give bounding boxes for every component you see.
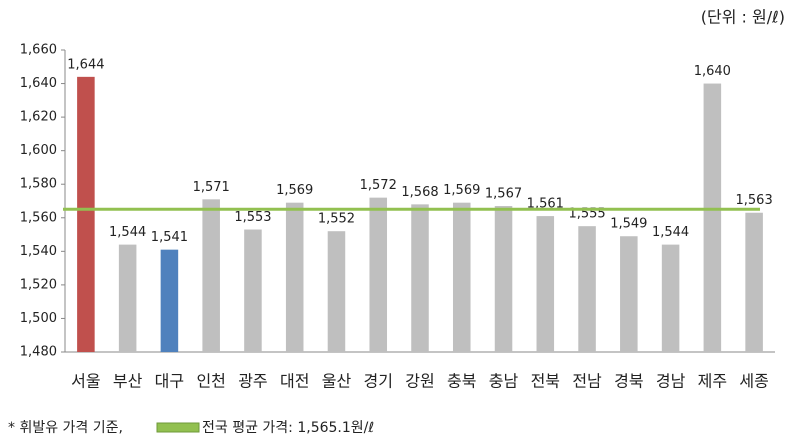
bar [703,83,722,353]
bar [118,244,137,352]
bar [327,231,346,352]
x-tick-label: 충북 [447,372,476,391]
bar [285,202,304,352]
bar [160,249,179,352]
legend-label: 전국 평균 가격: 1,565.1원/ℓ [202,420,374,436]
x-tick-label: 울산 [322,372,352,391]
unit-label: (단위 : 원/ℓ) [701,8,785,27]
y-tick-label: 1,620 [20,110,57,125]
value-label: 1,567 [485,187,522,202]
x-tick-label: 전남 [572,372,602,391]
value-label: 1,553 [234,210,271,225]
value-label: 1,644 [67,57,104,72]
x-tick-label: 광주 [238,372,267,391]
y-tick-label: 1,580 [20,177,57,192]
x-tick-label: 경기 [364,372,393,391]
y-tick-label: 1,520 [20,277,57,292]
bar [411,204,429,352]
legend-swatch [156,422,200,433]
x-tick-label: 대전 [280,372,309,391]
value-label: 1,569 [276,183,313,198]
value-label: 1,569 [443,183,480,198]
value-label: 1,563 [736,193,773,208]
y-tick-label: 1,560 [20,210,57,225]
x-tick-label: 경남 [656,372,686,391]
value-label: 1,552 [318,212,355,227]
bar [661,244,680,352]
x-tick-label: 경북 [614,372,643,391]
bar [77,76,95,352]
bar [578,226,596,352]
y-tick-label: 1,480 [20,345,57,360]
bar [494,206,513,352]
value-label: 1,549 [610,217,647,232]
y-tick-label: 1,660 [20,43,57,58]
bar [536,216,555,352]
value-label: 1,640 [694,64,731,79]
value-label: 1,572 [360,178,397,193]
footnote: * 휘발유 가격 기준, [8,420,123,436]
value-label: 1,544 [652,225,689,240]
bar [745,212,763,352]
x-tick-label: 서울 [71,372,100,391]
x-tick-label: 충남 [489,372,519,391]
x-tick-label: 부산 [113,372,143,391]
value-label: 1,544 [109,225,146,240]
value-label: 1,568 [401,185,438,200]
y-tick-label: 1,540 [20,244,57,259]
y-tick-label: 1,600 [20,143,57,158]
value-label: 1,571 [193,180,230,195]
bar [369,197,388,352]
x-tick-label: 세종 [739,372,768,391]
x-tick-label: 대구 [155,372,184,391]
bar [244,229,262,352]
bar [202,199,220,352]
y-tick-label: 1,640 [20,76,57,91]
x-tick-label: 인천 [196,372,225,391]
x-tick-label: 강원 [405,372,434,391]
bar [452,202,471,352]
y-tick-label: 1,500 [20,311,57,326]
x-tick-label: 제주 [698,372,727,391]
x-tick-label: 전북 [531,372,560,391]
value-label: 1,541 [151,230,188,245]
bar [620,236,638,352]
